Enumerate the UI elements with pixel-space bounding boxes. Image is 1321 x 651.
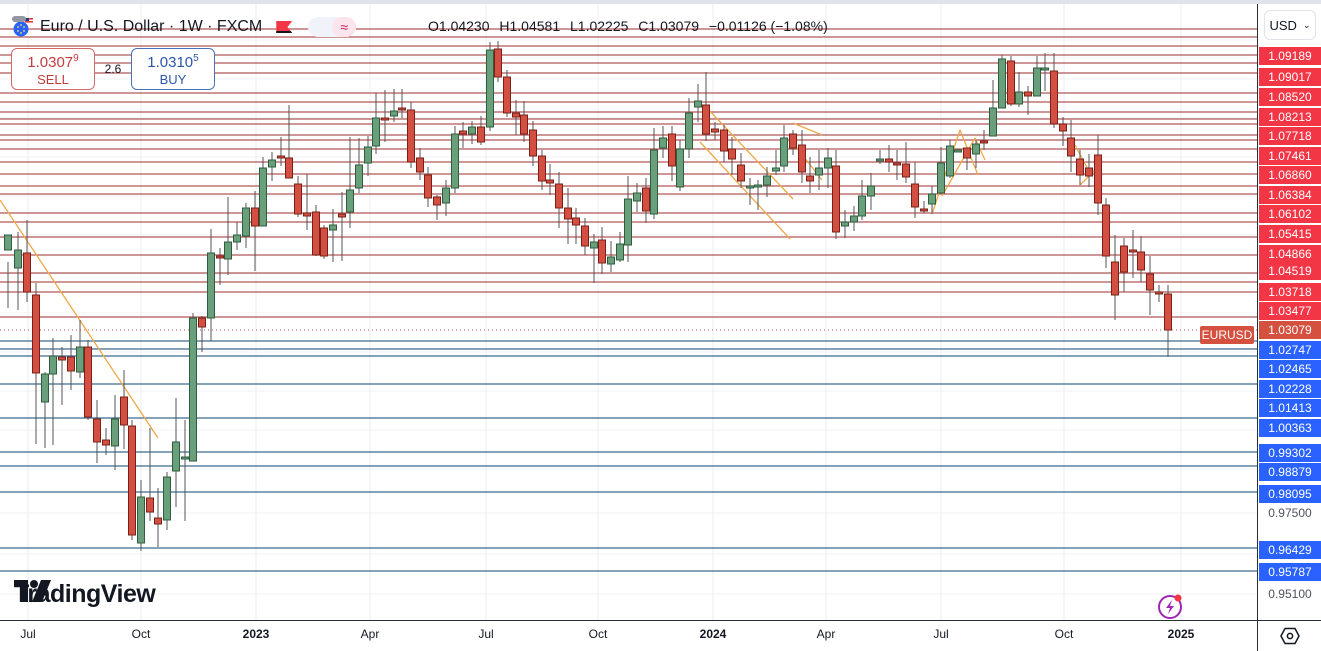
- time-tick: Apr: [360, 627, 380, 641]
- symbol-legend[interactable]: Euro / U.S. Dollar · 1W · FXCM ≈: [12, 16, 357, 38]
- high-value: H1.04581: [499, 18, 561, 34]
- price-label: 1.04866: [1259, 245, 1321, 263]
- price-label: 1.08520: [1259, 88, 1321, 106]
- price-label: 0.98095: [1259, 485, 1321, 503]
- price-label: 1.08213: [1259, 108, 1321, 126]
- price-label: 1.09017: [1259, 68, 1321, 86]
- time-tick: Oct: [1054, 627, 1074, 641]
- price-label: 0.95100: [1268, 587, 1312, 601]
- price-label: 0.96429: [1259, 541, 1321, 559]
- chart-plot-area[interactable]: Euro / U.S. Dollar · 1W · FXCM ≈ O1.0423…: [0, 4, 1257, 620]
- price-label: 0.99302: [1259, 444, 1321, 462]
- price-label: 1.07718: [1259, 127, 1321, 145]
- chevron-down-icon: ⌄: [1302, 19, 1311, 30]
- time-tick: 2025: [1167, 627, 1195, 641]
- minus-icon[interactable]: [12, 16, 332, 37]
- price-label: 1.06102: [1259, 205, 1321, 223]
- sell-button[interactable]: 1.03079 SELL: [11, 48, 95, 90]
- price-label: 1.03477: [1259, 302, 1321, 320]
- price-label: 1.02465: [1259, 360, 1321, 378]
- sell-label: SELL: [37, 72, 69, 87]
- top-border: [0, 0, 1321, 4]
- change-value: −0.01126 (−1.08%): [708, 18, 828, 34]
- time-tick: 2024: [699, 627, 727, 641]
- symbol-title[interactable]: Euro / U.S. Dollar · 1W · FXCM: [40, 18, 263, 35]
- time-tick: Jul: [478, 627, 494, 641]
- buy-button[interactable]: 1.03105 BUY: [131, 48, 215, 90]
- trade-panel: 1.03079 SELL 2.6 1.03105 BUY: [11, 48, 215, 90]
- time-tick: 2023: [242, 627, 270, 641]
- spread-value: 2.6: [104, 62, 122, 76]
- time-tick: Jul: [933, 627, 949, 641]
- indicator-pill[interactable]: ≈: [12, 16, 357, 37]
- buy-label: BUY: [159, 72, 187, 87]
- currency-selector[interactable]: USD ⌄: [1264, 10, 1316, 40]
- close-value: C1.03079: [638, 18, 700, 34]
- price-label: 0.97500: [1268, 506, 1312, 520]
- price-label: 1.06860: [1259, 166, 1321, 184]
- buy-price: 1.03105: [147, 53, 199, 71]
- ohlc-values: O1.04230 H1.04581 L1.02225 C1.03079 −0.0…: [428, 18, 834, 34]
- price-label: 1.04519: [1259, 262, 1321, 280]
- price-label: 1.07461: [1259, 147, 1321, 165]
- price-label: 1.05415: [1259, 225, 1321, 243]
- symbol-price-tag: EURUSD: [1200, 326, 1254, 344]
- sell-price: 1.03079: [27, 53, 79, 71]
- price-label: 1.03718: [1259, 283, 1321, 301]
- price-label: 1.01413: [1259, 399, 1321, 417]
- low-value: L1.02225: [570, 18, 629, 34]
- candlestick-chart[interactable]: [0, 4, 1257, 620]
- price-label: 1.02747: [1259, 341, 1321, 359]
- price-label: 1.06384: [1259, 186, 1321, 204]
- settings-button[interactable]: [1257, 620, 1321, 651]
- settings-hexagon-icon: [1279, 627, 1300, 645]
- lightning-notification-icon[interactable]: [1157, 592, 1185, 620]
- price-label: 1.03079: [1259, 321, 1321, 339]
- tradingview-logo[interactable]: TradingView: [14, 580, 156, 609]
- time-tick: Oct: [131, 627, 151, 641]
- price-label: 0.98879: [1259, 463, 1321, 481]
- currency-label: USD: [1269, 17, 1297, 33]
- time-tick: Apr: [816, 627, 836, 641]
- tradingview-logo-icon: [14, 580, 51, 602]
- price-axis[interactable]: USD ⌄ 1.09189 1.09017 1.08520 1.08213 1.0771…: [1257, 4, 1321, 620]
- price-label: 1.02228: [1259, 380, 1321, 398]
- price-label: 1.09189: [1259, 47, 1321, 65]
- time-tick: Oct: [588, 627, 608, 641]
- price-label: 0.95787: [1259, 563, 1321, 581]
- red-flag-icon[interactable]: [276, 21, 293, 33]
- eu-us-flag-icon: [12, 16, 34, 38]
- time-tick: Jul: [20, 627, 36, 641]
- open-value: O1.04230: [428, 18, 490, 34]
- time-axis[interactable]: Jul Oct 2023 Apr Jul Oct 2024 Apr Jul Oct 2025: [0, 620, 1257, 651]
- approx-icon[interactable]: ≈: [332, 17, 357, 37]
- price-label: 1.00363: [1259, 419, 1321, 437]
